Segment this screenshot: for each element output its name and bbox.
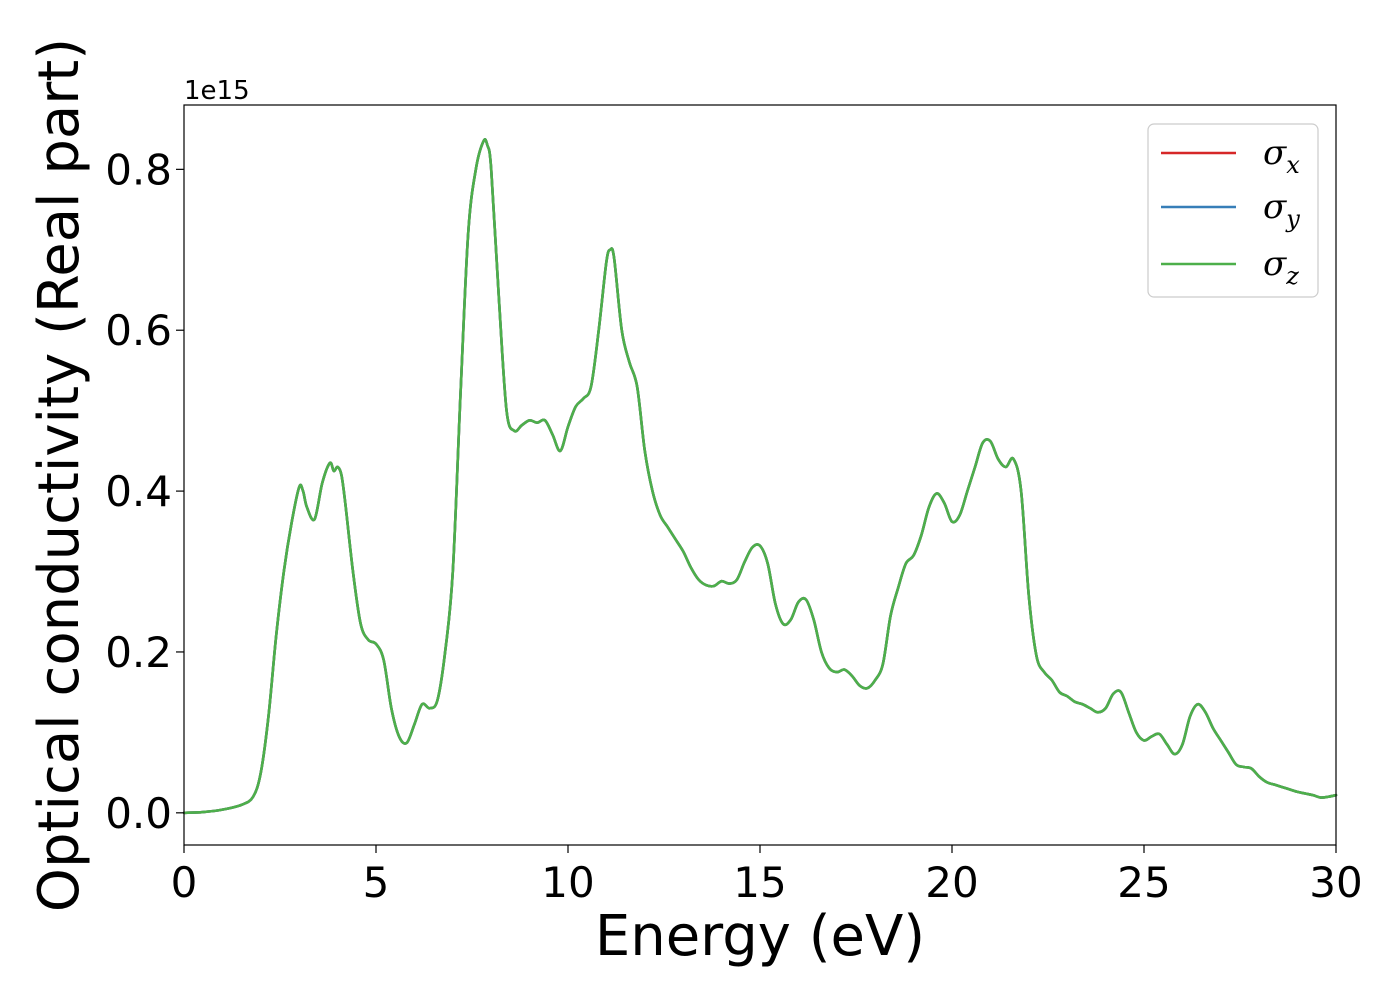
x-tick-label: 5 — [363, 858, 390, 907]
x-tick-label: 0 — [171, 858, 198, 907]
y-tick-label: 0.2 — [105, 628, 172, 677]
x-tick-label: 20 — [925, 858, 978, 907]
x-axis-title: Energy (eV) — [595, 904, 925, 969]
y-axis: 0.0 0.2 0.4 0.6 0.8 — [105, 145, 184, 838]
x-tick-label: 30 — [1309, 858, 1362, 907]
y-tick-label: 0.4 — [105, 467, 172, 516]
x-tick-label: 25 — [1117, 858, 1170, 907]
legend: σx σy σz — [1147, 123, 1319, 298]
series-line-sigma-z — [182, 138, 1338, 815]
x-tick-label: 10 — [541, 858, 594, 907]
legend-label-sigma-y: σy — [1263, 187, 1300, 233]
y-tick-label: 0.8 — [105, 145, 172, 194]
legend-box — [1147, 123, 1319, 298]
y-tick-label: 0.6 — [105, 306, 172, 355]
x-axis: 0 5 10 15 20 25 30 — [171, 845, 1363, 907]
y-offset-text: 1e15 — [184, 76, 250, 106]
legend-entries: σx σy σz — [1161, 133, 1300, 290]
series-layer — [182, 138, 1338, 815]
legend-label-sigma-x: σx — [1263, 133, 1300, 179]
y-axis-title: Optical conductivity (Real part) — [27, 38, 92, 912]
y-tick-label: 0.0 — [105, 789, 172, 838]
x-tick-label: 15 — [733, 858, 786, 907]
legend-label-sigma-z: σz — [1263, 244, 1299, 290]
